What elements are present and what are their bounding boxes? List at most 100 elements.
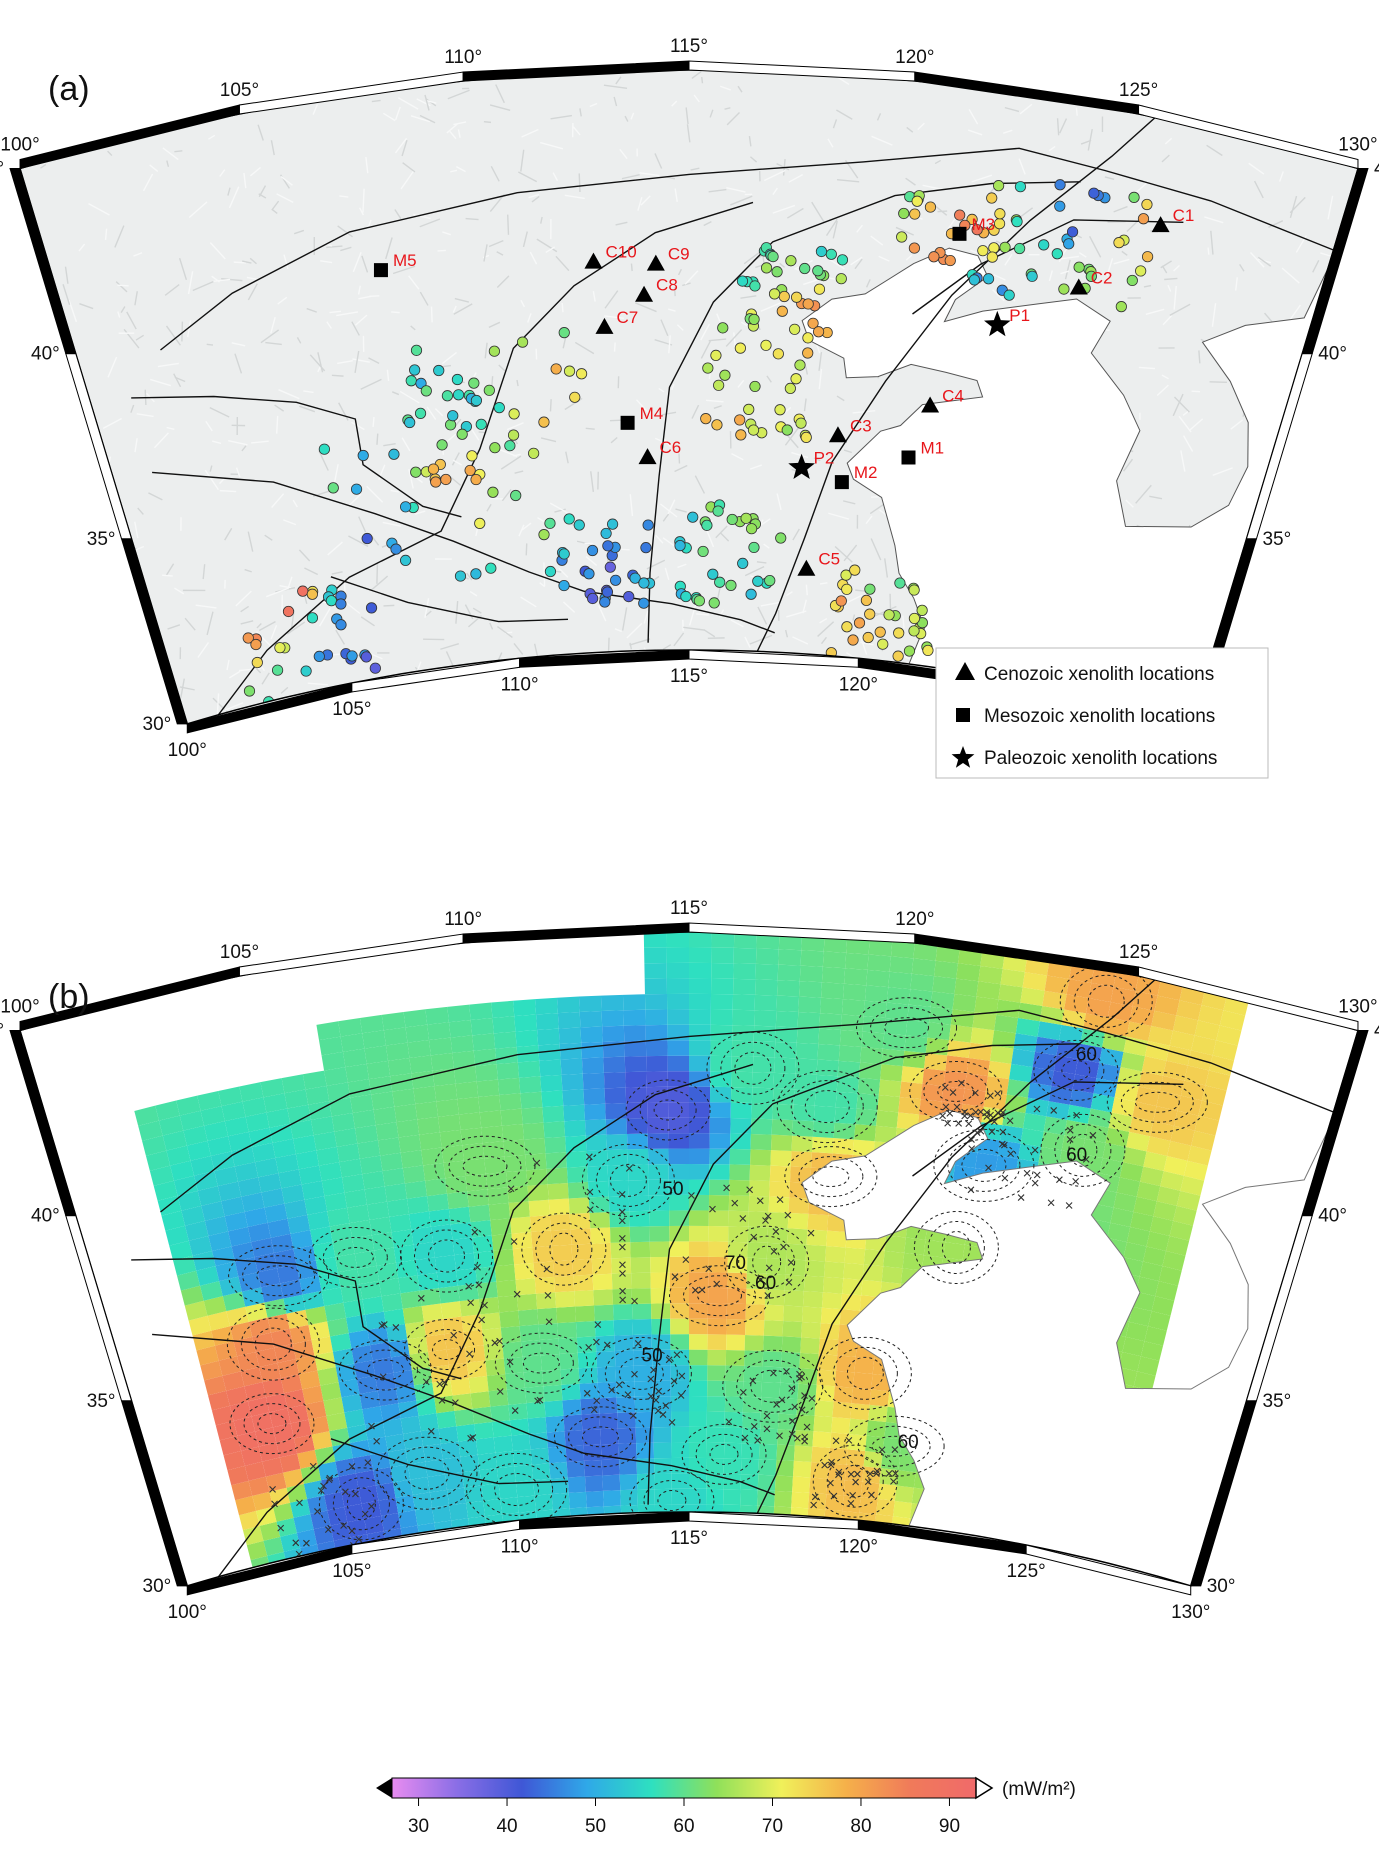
relief-stroke xyxy=(276,193,294,203)
relief-stroke xyxy=(520,299,526,308)
heat-flow-cell xyxy=(345,1063,369,1083)
heat-flow-cell xyxy=(338,1017,363,1037)
relief-stroke xyxy=(79,303,94,310)
heat-flow-cell xyxy=(405,1446,426,1465)
relief-stroke xyxy=(1113,258,1130,265)
mesozoic-site-marker xyxy=(901,450,916,465)
contour-line xyxy=(871,1435,917,1457)
heat-flow-site-dot xyxy=(922,644,934,657)
measurement-cross xyxy=(801,1392,808,1399)
relief-stroke xyxy=(604,315,624,320)
measurement-cross xyxy=(787,1259,795,1266)
heat-flow-cell xyxy=(513,999,537,1017)
lon-tick-label-bottom: 120° xyxy=(839,1536,878,1557)
contour-line xyxy=(961,1148,1007,1182)
measurement-cross xyxy=(673,1351,681,1359)
heat-flow-cell xyxy=(237,1351,260,1372)
heat-flow-cell xyxy=(470,1220,492,1238)
heat-flow-site-dot xyxy=(795,417,807,429)
heat-flow-cell xyxy=(512,1247,534,1265)
heat-flow-cell xyxy=(460,1454,480,1473)
heat-flow-cell xyxy=(707,1365,726,1381)
heat-flow-site-dot xyxy=(282,605,295,618)
heat-flow-cell xyxy=(780,1351,801,1369)
relief-stroke xyxy=(828,258,845,270)
heat-flow-cell xyxy=(669,1225,689,1242)
heat-flow-cell xyxy=(413,1242,435,1261)
measurement-cross xyxy=(452,1399,459,1407)
relief-stroke xyxy=(208,134,216,140)
heat-flow-cell xyxy=(166,1145,191,1166)
heat-flow-cell xyxy=(770,1150,792,1167)
relief-stroke xyxy=(489,622,494,630)
heat-flow-site-dot xyxy=(361,532,373,545)
heat-flow-cell xyxy=(1156,1186,1181,1206)
relief-stroke xyxy=(414,510,426,515)
relief-stroke xyxy=(299,405,316,413)
measurement-cross xyxy=(784,1211,792,1219)
heat-flow-cell xyxy=(666,978,689,994)
heat-flow-site-dot xyxy=(774,404,786,416)
heat-flow-cell xyxy=(761,1381,781,1399)
heat-flow-cell xyxy=(792,1476,811,1493)
heat-flow-site-dot xyxy=(430,476,442,488)
heat-flow-cell xyxy=(1110,1207,1134,1227)
heat-flow-cell xyxy=(1135,1086,1160,1107)
heat-flow-site-dot xyxy=(986,192,998,204)
relief-stroke xyxy=(401,139,408,157)
relief-stroke xyxy=(64,266,69,284)
heat-flow-cell xyxy=(689,978,712,994)
heat-flow-site-dot xyxy=(702,362,714,374)
heat-flow-site-dot xyxy=(606,518,619,530)
heat-flow-cell xyxy=(1136,1181,1161,1202)
heat-flow-cell xyxy=(543,1121,566,1138)
measurement-cross xyxy=(619,1270,626,1277)
heat-flow-cell xyxy=(1002,1109,1026,1129)
heat-flow-cell xyxy=(432,1068,456,1087)
heat-flow-cell xyxy=(269,1487,291,1507)
heat-flow-cell xyxy=(173,1175,198,1196)
heat-flow-site-dot xyxy=(252,715,264,724)
relief-stroke xyxy=(368,357,380,364)
heat-flow-cell xyxy=(867,954,891,972)
heat-flow-cell xyxy=(1037,1021,1062,1041)
heat-flow-cell xyxy=(299,1275,322,1295)
heat-flow-cell xyxy=(281,1074,306,1094)
heat-flow-cell xyxy=(443,1160,466,1179)
heat-flow-site-dot xyxy=(573,519,585,531)
relief-stroke xyxy=(1135,484,1152,504)
heat-flow-cell xyxy=(783,1290,804,1307)
relief-stroke xyxy=(1210,230,1214,255)
relief-stroke xyxy=(671,100,678,107)
heat-flow-cell xyxy=(514,1014,538,1032)
heat-flow-cell xyxy=(263,1536,284,1556)
relief-stroke xyxy=(1145,308,1165,315)
relief-stroke xyxy=(860,641,874,646)
relief-stroke xyxy=(357,285,361,295)
heat-flow-cell xyxy=(407,1040,431,1059)
heat-flow-site-dot xyxy=(794,359,806,371)
heat-flow-cell xyxy=(666,993,689,1010)
heat-flow-cell xyxy=(1126,1226,1150,1247)
heat-flow-cell xyxy=(561,1073,584,1091)
measurement-cross xyxy=(798,1406,806,1414)
relief-stroke xyxy=(667,308,676,312)
heat-flow-cell xyxy=(393,1244,416,1263)
heat-flow-cell xyxy=(902,1252,924,1271)
heat-flow-cell xyxy=(560,1058,583,1075)
heat-flow-cell xyxy=(224,1116,249,1137)
site-label: M2 xyxy=(854,463,878,482)
heat-flow-cell xyxy=(1205,1070,1231,1091)
heat-flow-cell xyxy=(733,963,756,980)
relief-stroke xyxy=(685,107,689,125)
heat-flow-cell xyxy=(689,1194,710,1211)
heat-flow-cell xyxy=(420,1428,441,1447)
lon-tick-label-bottom: 115° xyxy=(670,666,708,687)
heat-flow-cell xyxy=(631,1288,652,1305)
relief-stroke xyxy=(604,290,619,309)
contour-line xyxy=(390,1446,464,1500)
heat-flow-cell xyxy=(860,1046,883,1065)
heat-flow-cell xyxy=(427,1193,449,1212)
heat-flow-site-dot xyxy=(778,290,790,303)
